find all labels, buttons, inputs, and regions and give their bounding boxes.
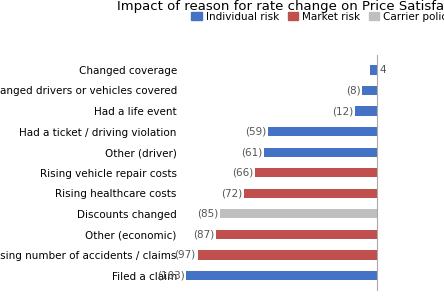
Text: (103): (103) [157, 271, 185, 281]
Legend: Individual risk, Market risk, Carrier policy: Individual risk, Market risk, Carrier po… [187, 8, 444, 26]
Bar [198, 250, 377, 260]
Bar [244, 189, 377, 198]
Bar [362, 86, 377, 95]
Bar [355, 106, 377, 116]
Bar [216, 230, 377, 239]
Text: (72): (72) [221, 188, 242, 198]
Text: (61): (61) [241, 147, 262, 157]
Bar [369, 65, 377, 75]
Text: (59): (59) [245, 127, 266, 137]
Bar [264, 148, 377, 157]
Bar [268, 127, 377, 136]
Text: (85): (85) [197, 209, 218, 219]
Text: (66): (66) [232, 168, 253, 178]
Bar [186, 271, 377, 280]
Title: Impact of reason for rate change on Price Satisfaction: Impact of reason for rate change on Pric… [117, 0, 444, 13]
Bar [255, 168, 377, 177]
Text: (87): (87) [193, 229, 214, 239]
Text: 4: 4 [380, 65, 386, 75]
Text: (8): (8) [346, 85, 361, 95]
Text: (97): (97) [174, 250, 196, 260]
Bar [220, 209, 377, 218]
Text: (12): (12) [332, 106, 353, 116]
